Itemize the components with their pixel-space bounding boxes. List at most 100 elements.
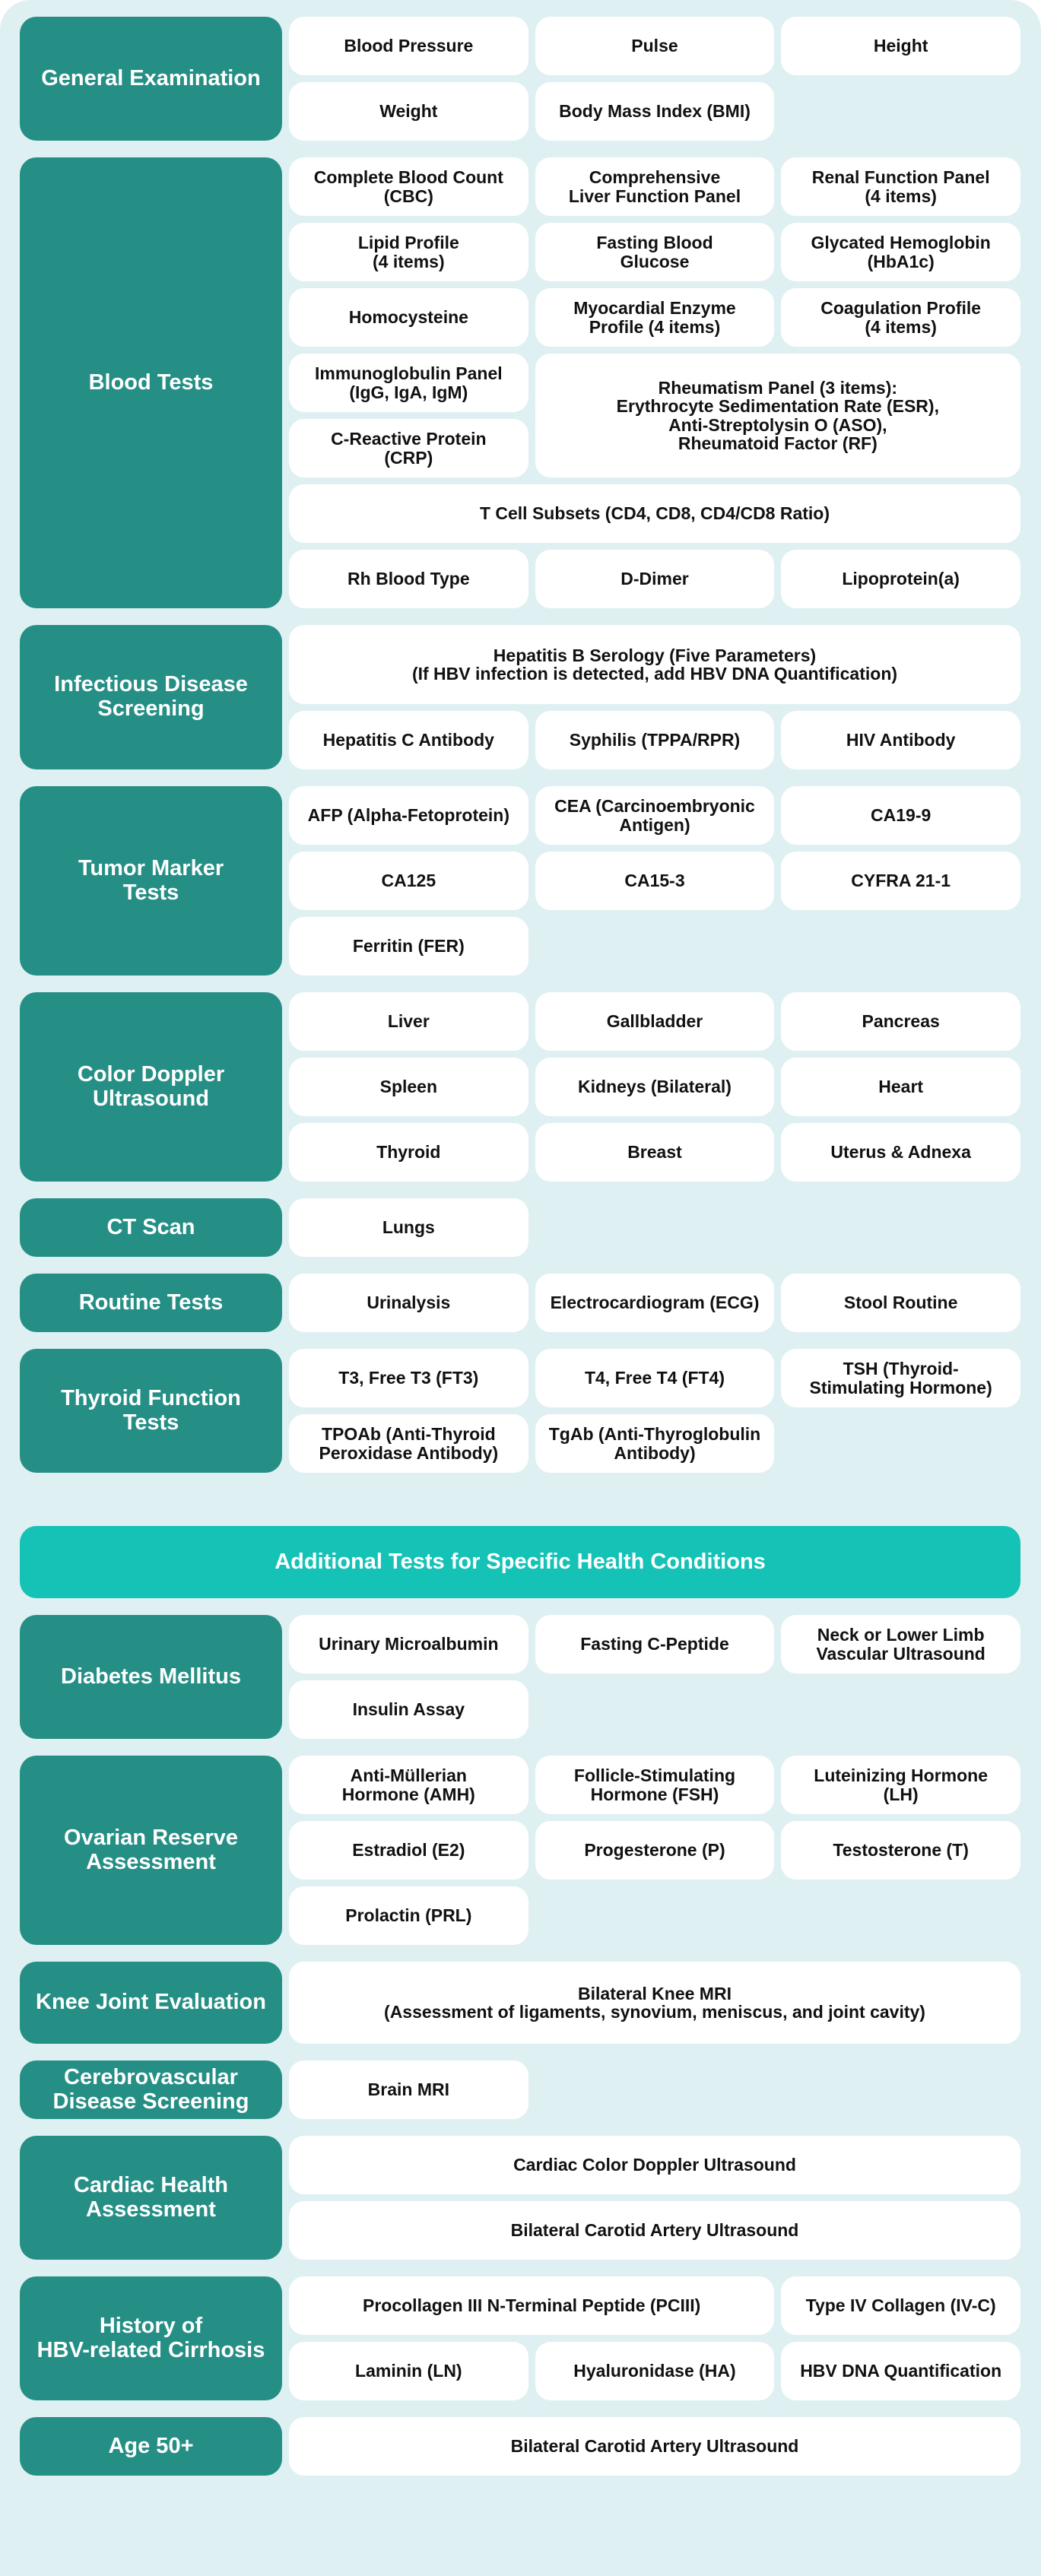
category-label: Cerebrovascular Disease Screening bbox=[20, 2060, 282, 2119]
test-item: Glycated Hemoglobin (HbA1c) bbox=[781, 223, 1020, 281]
category-section: CT Scan Lungs bbox=[20, 1198, 1020, 1257]
test-item: Urinalysis bbox=[289, 1274, 528, 1332]
category-section: Infectious Disease Screening Hepatitis B … bbox=[20, 625, 1020, 769]
test-item: D-Dimer bbox=[535, 550, 775, 608]
category-label: Knee Joint Evaluation bbox=[20, 1962, 282, 2044]
category-section: Diabetes Mellitus Urinary Microalbumin Fas… bbox=[20, 1615, 1020, 1739]
test-item: TgAb (Anti-Thyroglobulin Antibody) bbox=[535, 1414, 775, 1473]
test-item: Lipid Profile (4 items) bbox=[289, 223, 528, 281]
test-item-grid: Bilateral Knee MRI (Assessment of ligame… bbox=[289, 1962, 1020, 2044]
test-item-grid: AFP (Alpha-Fetoprotein) CEA (Carcinoembry… bbox=[289, 786, 1020, 976]
test-item: AFP (Alpha-Fetoprotein) bbox=[289, 786, 528, 845]
test-item: Insulin Assay bbox=[289, 1680, 528, 1739]
test-item-grid: Lungs bbox=[289, 1198, 1020, 1257]
category-section: Thyroid Function Tests T3, Free T3 (FT3) T… bbox=[20, 1349, 1020, 1473]
category-section: Routine Tests Urinalysis Electrocardiogram… bbox=[20, 1274, 1020, 1332]
test-item: Heart bbox=[781, 1058, 1020, 1116]
category-label: Tumor Marker Tests bbox=[20, 786, 282, 976]
test-item: Type IV Collagen (IV-C) bbox=[781, 2276, 1020, 2335]
category-section: Blood Tests Complete Blood Count (CBC) Com… bbox=[20, 157, 1020, 608]
category-label: Thyroid Function Tests bbox=[20, 1349, 282, 1473]
test-item-grid: Blood Pressure Pulse Height Weight Body Mass… bbox=[289, 17, 1020, 141]
test-item: Cardiac Color Doppler Ultrasound bbox=[289, 2136, 1020, 2194]
test-item: Kidneys (Bilateral) bbox=[535, 1058, 775, 1116]
test-item: Hyaluronidase (HA) bbox=[535, 2342, 775, 2400]
test-item-grid: T3, Free T3 (FT3) T4, Free T4 (FT4) TSH (T… bbox=[289, 1349, 1020, 1473]
category-section: Tumor Marker Tests AFP (Alpha-Fetoprotein… bbox=[20, 786, 1020, 976]
test-item: CA15-3 bbox=[535, 852, 775, 910]
category-label: Ovarian Reserve Assessment bbox=[20, 1756, 282, 1945]
test-item-grid: Anti-Müllerian Hormone (AMH) Follicle-Sti… bbox=[289, 1756, 1020, 1945]
test-item: CA19-9 bbox=[781, 786, 1020, 845]
category-label: Color Doppler Ultrasound bbox=[20, 992, 282, 1182]
test-item: Uterus & Adnexa bbox=[781, 1123, 1020, 1182]
test-item: T3, Free T3 (FT3) bbox=[289, 1349, 528, 1407]
additional-tests-banner: Additional Tests for Specific Health Con… bbox=[20, 1526, 1020, 1598]
test-item: Bilateral Knee MRI (Assessment of ligame… bbox=[289, 1962, 1020, 2044]
test-item: Immunoglobulin Panel (IgG, IgA, IgM) bbox=[289, 354, 528, 412]
category-section: Ovarian Reserve Assessment Anti-Müllerian… bbox=[20, 1756, 1020, 1945]
test-item: Body Mass Index (BMI) bbox=[535, 82, 775, 141]
category-section: History of HBV-related Cirrhosis Procolla… bbox=[20, 2276, 1020, 2400]
test-item: TPOAb (Anti-Thyroid Peroxidase Antibody) bbox=[289, 1414, 528, 1473]
category-section: Knee Joint Evaluation Bilateral Knee MRI … bbox=[20, 1962, 1020, 2044]
test-item-grid: Cardiac Color Doppler Ultrasound Bilatera… bbox=[289, 2136, 1020, 2260]
category-section: General Examination Blood Pressure Pulse He… bbox=[20, 17, 1020, 141]
test-item: CEA (Carcinoembryonic Antigen) bbox=[535, 786, 775, 845]
test-item-grid: Procollagen III N-Terminal Peptide (PCII… bbox=[289, 2276, 1020, 2400]
category-label: Diabetes Mellitus bbox=[20, 1615, 282, 1739]
test-item: Myocardial Enzyme Profile (4 items) bbox=[535, 288, 775, 347]
test-item: Hepatitis C Antibody bbox=[289, 711, 528, 769]
test-item: Bilateral Carotid Artery Ultrasound bbox=[289, 2201, 1020, 2260]
test-item: Stool Routine bbox=[781, 1274, 1020, 1332]
test-item: Progesterone (P) bbox=[535, 1821, 775, 1880]
test-item: Fasting Blood Glucose bbox=[535, 223, 775, 281]
test-item-grid: Hepatitis B Serology (Five Parameters) (… bbox=[289, 625, 1020, 769]
category-section: Cardiac Health Assessment Cardiac Color D… bbox=[20, 2136, 1020, 2260]
test-item: Neck or Lower Limb Vascular Ultrasound bbox=[781, 1615, 1020, 1673]
test-item: Blood Pressure bbox=[289, 17, 528, 75]
test-item: Brain MRI bbox=[289, 2060, 528, 2119]
standard-sections: General Examination Blood Pressure Pulse He… bbox=[20, 17, 1020, 1473]
category-label: Blood Tests bbox=[20, 157, 282, 608]
test-item: HBV DNA Quantification bbox=[781, 2342, 1020, 2400]
test-item-grid: Brain MRI bbox=[289, 2060, 1020, 2119]
test-item: Weight bbox=[289, 82, 528, 141]
test-item-grid: Urinary Microalbumin Fasting C-Peptide Nec… bbox=[289, 1615, 1020, 1739]
test-item: Urinary Microalbumin bbox=[289, 1615, 528, 1673]
test-item: Hepatitis B Serology (Five Parameters) (… bbox=[289, 625, 1020, 704]
test-item: TSH (Thyroid- Stimulating Hormone) bbox=[781, 1349, 1020, 1407]
test-item: T Cell Subsets (CD4, CD8, CD4/CD8 Ratio) bbox=[289, 484, 1020, 543]
category-section: Color Doppler Ultrasound Liver Gallbladder… bbox=[20, 992, 1020, 1182]
category-label: Infectious Disease Screening bbox=[20, 625, 282, 769]
test-item-grid: Bilateral Carotid Artery Ultrasound bbox=[289, 2417, 1020, 2476]
category-label: Routine Tests bbox=[20, 1274, 282, 1332]
test-item: Breast bbox=[535, 1123, 775, 1182]
category-label: History of HBV-related Cirrhosis bbox=[20, 2276, 282, 2400]
test-item: Coagulation Profile (4 items) bbox=[781, 288, 1020, 347]
test-item: Pulse bbox=[535, 17, 775, 75]
test-item: Syphilis (TPPA/RPR) bbox=[535, 711, 775, 769]
test-item: Laminin (LN) bbox=[289, 2342, 528, 2400]
test-item: Lungs bbox=[289, 1198, 528, 1257]
test-item: Liver bbox=[289, 992, 528, 1051]
test-item: Testosterone (T) bbox=[781, 1821, 1020, 1880]
test-item: Estradiol (E2) bbox=[289, 1821, 528, 1880]
test-item: Complete Blood Count (CBC) bbox=[289, 157, 528, 216]
test-item: Renal Function Panel (4 items) bbox=[781, 157, 1020, 216]
category-label: Age 50+ bbox=[20, 2417, 282, 2476]
test-item: Fasting C-Peptide bbox=[535, 1615, 775, 1673]
test-item-grid: Urinalysis Electrocardiogram (ECG) Stool R… bbox=[289, 1274, 1020, 1332]
test-item: T4, Free T4 (FT4) bbox=[535, 1349, 775, 1407]
test-item: CYFRA 21-1 bbox=[781, 852, 1020, 910]
test-item: Homocysteine bbox=[289, 288, 528, 347]
test-item: Comprehensive Liver Function Panel bbox=[535, 157, 775, 216]
test-item: Spleen bbox=[289, 1058, 528, 1116]
test-item: Luteinizing Hormone (LH) bbox=[781, 1756, 1020, 1814]
test-item: Prolactin (PRL) bbox=[289, 1886, 528, 1945]
category-label: CT Scan bbox=[20, 1198, 282, 1257]
test-item-grid: Complete Blood Count (CBC) Comprehensive … bbox=[289, 157, 1020, 608]
category-section: Cerebrovascular Disease Screening Brain M… bbox=[20, 2060, 1020, 2119]
test-item: Procollagen III N-Terminal Peptide (PCII… bbox=[289, 2276, 775, 2335]
